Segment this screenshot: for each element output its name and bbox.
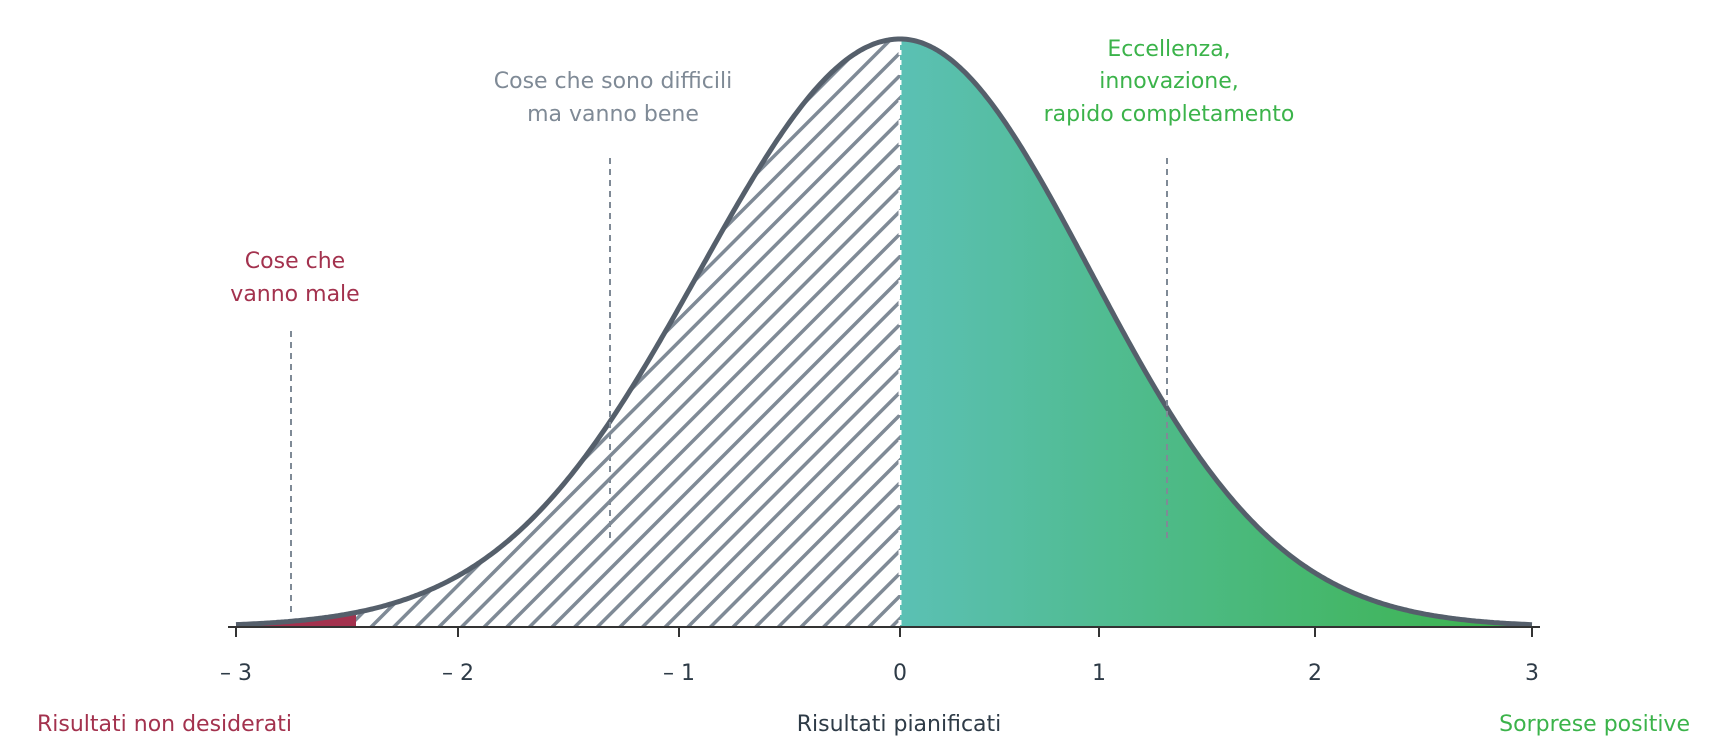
x-tick-label: – 3 [220, 661, 252, 686]
x-tick-label: 0 [893, 661, 907, 686]
annotation: vanno male [230, 282, 359, 307]
positive-area [900, 39, 1532, 627]
x-tick-label: 2 [1308, 661, 1322, 686]
curve [235, 36, 1533, 628]
annotation: Cose che sono difficili [494, 69, 732, 94]
annotation: rapido completamento [1044, 102, 1295, 127]
annotation: innovazione, [1099, 69, 1239, 94]
region-label: Risultati pianificati [797, 712, 1002, 737]
region-label: Sorprese positive [1499, 712, 1690, 737]
annotation: ma vanno bene [527, 102, 699, 127]
hatched-area [236, 39, 900, 627]
x-tick-label: 1 [1092, 661, 1106, 686]
leader-lines [290, 158, 1168, 616]
x-tick-label: – 1 [663, 661, 695, 686]
annotation: Cose che [245, 249, 345, 274]
x-tick-label: 3 [1525, 661, 1539, 686]
annotation: Eccellenza, [1107, 37, 1230, 62]
region-label: Risultati non desiderati [37, 712, 292, 737]
x-tick-label: – 2 [442, 661, 474, 686]
